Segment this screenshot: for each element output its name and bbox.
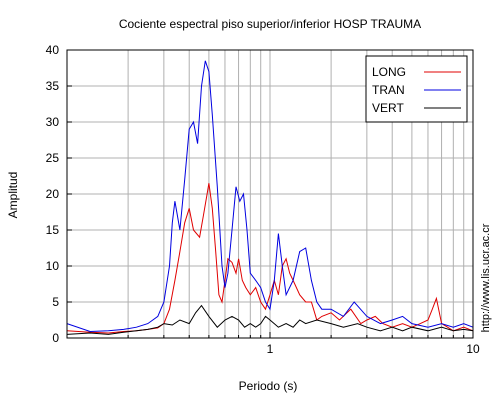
y-tick-label: 15 (46, 223, 60, 237)
x-tick-label: 1 (267, 342, 274, 356)
y-tick-label: 30 (46, 115, 60, 129)
y-tick-label: 5 (52, 295, 59, 309)
source-url: http://www.lis.ucr.ac.cr (480, 223, 492, 332)
series-line-vert (66, 304, 474, 335)
y-tick-label: 40 (46, 43, 60, 57)
legend-label-vert: VERT (372, 101, 404, 115)
x-axis-title: Periodo (s) (239, 379, 298, 393)
y-tick-label: 10 (46, 259, 60, 273)
y-tick-label: 20 (46, 187, 60, 201)
series-line-long (66, 183, 474, 334)
series-layer (66, 60, 474, 335)
axis-ticks: 0 5 10 15 20 25 30 35 40 1 10 (46, 43, 480, 356)
x-tick-label: 10 (466, 342, 480, 356)
legend: LONG TRAN VERT (365, 55, 468, 123)
series-line-tran (66, 60, 474, 333)
y-tick-label: 35 (46, 79, 60, 93)
chart-title: Cociente espectral piso superior/inferio… (119, 17, 421, 31)
legend-label-tran: TRAN (372, 83, 405, 97)
legend-box (365, 55, 468, 123)
legend-label-long: LONG (372, 65, 406, 79)
y-tick-label: 0 (52, 331, 59, 345)
y-axis-title: Amplitud (6, 172, 20, 219)
y-tick-label: 25 (46, 151, 60, 165)
